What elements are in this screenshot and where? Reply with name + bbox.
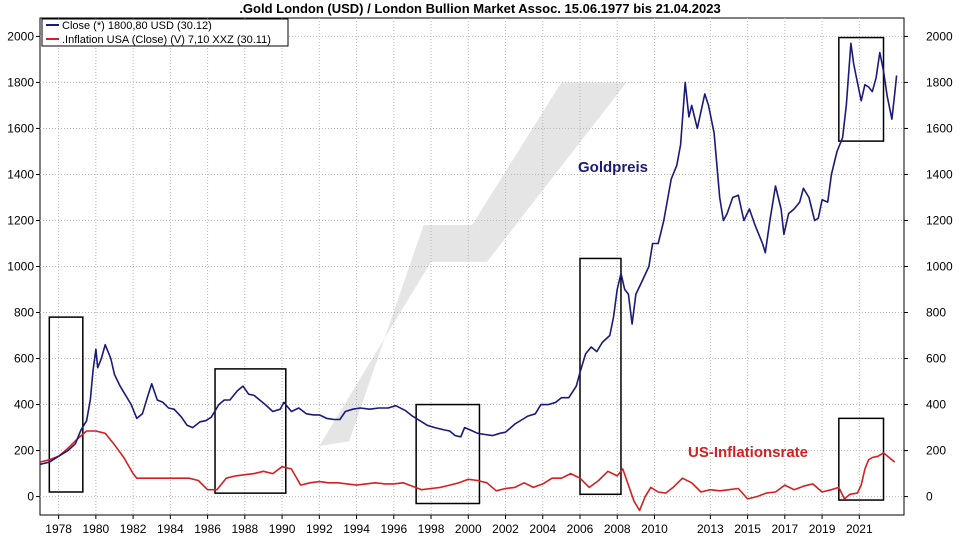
x-tick-label: 2017 (771, 522, 798, 536)
legend-label-gold: Close (*) 1800,80 USD (30.12) (62, 20, 212, 32)
y-tick-label-right: 1400 (926, 167, 953, 181)
y-tick-label-right: 1800 (926, 75, 953, 89)
y-tick-label-left: 1000 (7, 260, 34, 274)
chart-title: .Gold London (USD) / London Bullion Mark… (239, 1, 720, 16)
x-tick-label: 2021 (846, 522, 873, 536)
x-tick-label: 1978 (45, 522, 72, 536)
x-tick-label: 1990 (269, 522, 296, 536)
y-tick-label-left: 2000 (7, 29, 34, 43)
gold-annotation: Goldpreis (578, 159, 648, 176)
y-tick-label-right: 2000 (926, 29, 953, 43)
x-tick-label: 2000 (455, 522, 482, 536)
x-tick-label: 1980 (83, 522, 110, 536)
y-tick-label-right: 200 (926, 444, 946, 458)
x-tick-label: 2004 (529, 522, 556, 536)
y-tick-label-left: 1200 (7, 213, 34, 227)
y-tick-label-right: 1600 (926, 121, 953, 135)
y-tick-label-left: 1400 (7, 167, 34, 181)
x-tick-label: 1984 (157, 522, 184, 536)
highlight-box (838, 417, 885, 501)
x-tick-label: 2019 (809, 522, 836, 536)
y-tick-label-left: 800 (14, 306, 34, 320)
highlight-box (214, 368, 287, 494)
x-tick-label: 2010 (641, 522, 668, 536)
y-tick-label-right: 800 (926, 306, 946, 320)
x-tick-label: 1996 (380, 522, 407, 536)
x-tick-label: 2013 (697, 522, 724, 536)
x-tick-label: 2015 (734, 522, 761, 536)
highlight-box (579, 257, 622, 496)
y-tick-label-left: 400 (14, 398, 34, 412)
legend-label-inflation: .Inflation USA (Close) (V) 7,10 XXZ (30.… (62, 34, 271, 46)
y-tick-label-left: 200 (14, 444, 34, 458)
inflation-annotation: US-Inflationsrate (688, 444, 808, 461)
x-tick-label: 2002 (492, 522, 519, 536)
legend-box (41, 18, 289, 47)
y-tick-label-right: 0 (926, 490, 933, 504)
y-tick-label-right: 600 (926, 352, 946, 366)
y-tick-label-left: 1800 (7, 75, 34, 89)
y-tick-label-right: 1200 (926, 213, 953, 227)
x-tick-label: 1988 (231, 522, 258, 536)
y-tick-label-right: 1000 (926, 260, 953, 274)
y-tick-label-left: 600 (14, 352, 34, 366)
y-tick-label-left: 0 (27, 490, 34, 504)
x-tick-label: 1998 (418, 522, 445, 536)
x-tick-label: 1986 (194, 522, 221, 536)
y-tick-label-right: 400 (926, 398, 946, 412)
trend-band (319, 82, 627, 447)
highlight-box (415, 403, 481, 505)
x-tick-label: 2006 (567, 522, 594, 536)
y-tick-label-left: 1600 (7, 121, 34, 135)
x-tick-label: 2008 (604, 522, 631, 536)
highlight-box (48, 316, 84, 493)
highlight-box (838, 36, 885, 142)
inflation-line (39, 430, 896, 512)
gold-price-line (39, 42, 898, 466)
x-tick-label: 1982 (120, 522, 147, 536)
legend: Close (*) 1800,80 USD (30.12) .Inflation… (41, 18, 289, 47)
x-tick-label: 1994 (343, 522, 370, 536)
x-tick-label: 1992 (306, 522, 333, 536)
